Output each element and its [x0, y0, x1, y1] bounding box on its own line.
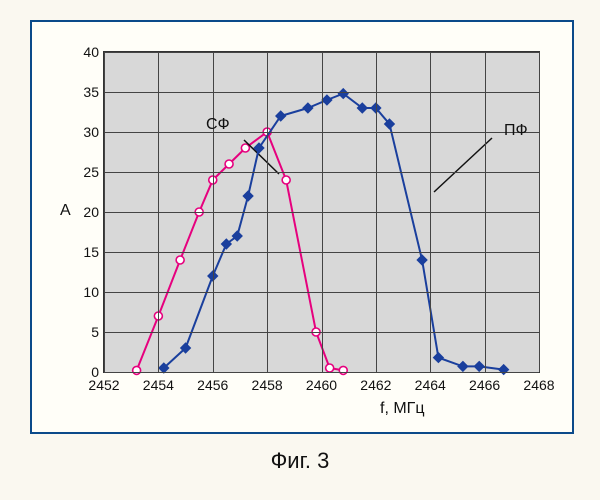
x-tick-label: 2454: [138, 377, 178, 393]
gridline-horizontal: [104, 132, 539, 133]
x-tick-label: 2468: [519, 377, 559, 393]
gridline-horizontal: [104, 172, 539, 173]
y-tick-label: 5: [71, 324, 99, 340]
series-marker-СФ: [339, 366, 347, 374]
x-tick-label: 2458: [247, 377, 287, 393]
series-marker-ПФ: [474, 361, 484, 371]
y-tick-label: 20: [71, 204, 99, 220]
y-tick-label: 10: [71, 284, 99, 300]
chart-frame: 2452245424562458246024622464246624680510…: [30, 20, 574, 434]
gridline-horizontal: [104, 92, 539, 93]
y-tick-label: 35: [71, 84, 99, 100]
series-marker-ПФ: [499, 365, 509, 375]
series-marker-ПФ: [303, 103, 313, 113]
gridline-horizontal: [104, 52, 539, 53]
series-label-ПФ: ПФ: [504, 122, 528, 140]
figure-caption: Фиг. 3: [0, 448, 600, 474]
gridline-horizontal: [104, 252, 539, 253]
x-tick-label: 2464: [410, 377, 450, 393]
series-marker-СФ: [133, 366, 141, 374]
series-marker-ПФ: [458, 361, 468, 371]
x-axis-label: f, МГц: [380, 400, 425, 418]
gridline-horizontal: [104, 332, 539, 333]
gridline-horizontal: [104, 292, 539, 293]
series-marker-ПФ: [322, 95, 332, 105]
series-marker-ПФ: [417, 255, 427, 265]
y-axis-label: A: [60, 202, 71, 220]
plot-area: 2452245424562458246024622464246624680510…: [104, 52, 539, 372]
y-tick-label: 40: [71, 44, 99, 60]
x-tick-label: 2460: [302, 377, 342, 393]
y-tick-label: 15: [71, 244, 99, 260]
gridline-vertical: [539, 52, 540, 372]
series-marker-СФ: [241, 144, 249, 152]
gridline-horizontal: [104, 212, 539, 213]
series-label-СФ: СФ: [206, 116, 230, 134]
series-marker-СФ: [176, 256, 184, 264]
series-marker-СФ: [326, 364, 334, 372]
y-tick-label: 30: [71, 124, 99, 140]
page: 2452245424562458246024622464246624680510…: [0, 0, 600, 500]
series-marker-СФ: [282, 176, 290, 184]
x-tick-label: 2456: [193, 377, 233, 393]
x-tick-label: 2466: [465, 377, 505, 393]
x-tick-label: 2462: [356, 377, 396, 393]
y-tick-label: 0: [71, 364, 99, 380]
y-tick-label: 25: [71, 164, 99, 180]
series-line-ПФ: [164, 94, 504, 370]
series-marker-ПФ: [243, 191, 253, 201]
gridline-horizontal: [104, 372, 539, 373]
series-marker-СФ: [225, 160, 233, 168]
series-marker-ПФ: [433, 353, 443, 363]
leader-line-ПФ: [434, 138, 492, 192]
